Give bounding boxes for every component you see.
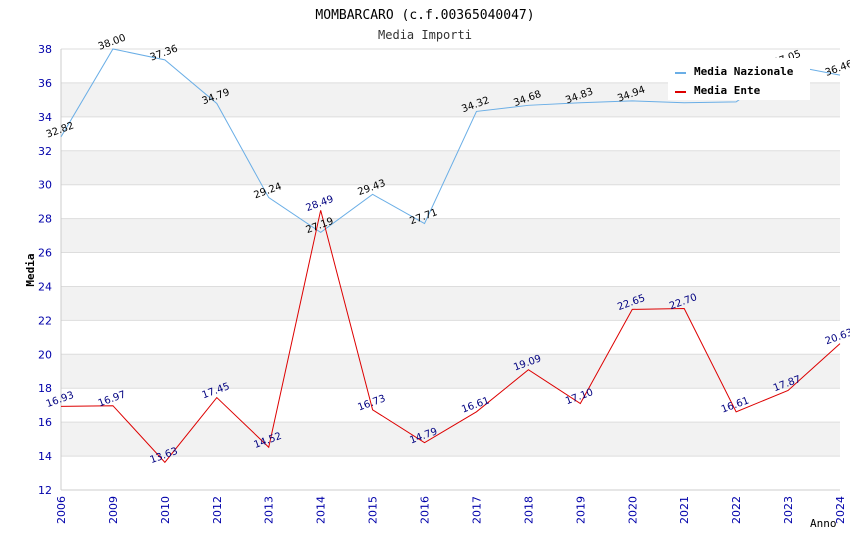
x-tick-label: 2012 (211, 496, 224, 524)
legend: Media Nazionale Media Ente (668, 58, 810, 100)
y-tick-labels: 12 14 16 18 20 22 24 26 28 30 32 34 36 38 (38, 43, 52, 497)
data-label-ente: 20.63 (824, 327, 850, 347)
x-tick-label: 2006 (55, 496, 68, 524)
y-tick-label: 38 (38, 43, 52, 56)
chart-title: MOMBARCARO (c.f.00365040047) (315, 8, 534, 23)
y-tick-label: 32 (38, 145, 52, 158)
y-tick-label: 36 (38, 77, 52, 90)
data-label-ente: 17.10 (564, 387, 595, 407)
y-tick-label: 14 (38, 450, 52, 463)
x-tick-label: 2010 (159, 496, 172, 524)
series-line-ente (60, 210, 841, 464)
y-tick-label: 28 (38, 213, 52, 226)
grid-band (61, 218, 840, 253)
x-tick-label: 2019 (574, 496, 587, 524)
x-tick-label: 2016 (419, 496, 432, 524)
x-tick-label: 2015 (367, 496, 380, 524)
y-tick-label: 18 (38, 382, 52, 395)
x-tick-label: 2017 (470, 496, 483, 524)
y-tick-label: 26 (38, 247, 52, 260)
legend-label-ente: Media Ente (694, 84, 761, 97)
series-line-nazionale (60, 48, 841, 233)
x-tick-label: 2021 (678, 496, 691, 524)
x-tick-label: 2022 (730, 496, 743, 524)
axes (60, 49, 840, 491)
data-label-ente: 16.97 (97, 389, 128, 409)
x-tick-labels: 2006 2009 2010 2012 2013 2014 2015 2016 2017 2018… (55, 496, 847, 524)
x-tick-label: 2009 (107, 496, 120, 524)
y-tick-label: 12 (38, 484, 52, 497)
y-axis-label: Media (24, 253, 37, 286)
data-label-ente: 16.73 (356, 393, 387, 413)
grid-bands (61, 82, 840, 457)
data-label-ente: 16.61 (720, 395, 751, 415)
x-tick-label: 2018 (522, 496, 535, 524)
data-label-ente: 28.49 (304, 194, 335, 214)
y-tick-label: 24 (38, 280, 52, 293)
y-tick-label: 20 (38, 348, 52, 361)
series-lines (60, 48, 841, 464)
data-label-nazionale: 37.36 (149, 43, 180, 63)
x-tick-label: 2020 (626, 496, 639, 524)
x-tick-label: 2014 (315, 496, 328, 524)
x-tick-label: 2023 (782, 496, 795, 524)
legend-label-nazionale: Media Nazionale (694, 65, 794, 78)
legend-box (668, 58, 810, 100)
chart-subtitle: Media Importi (378, 28, 472, 42)
y-tick-label: 16 (38, 416, 52, 429)
y-tick-label: 22 (38, 314, 52, 327)
grid-band (61, 354, 840, 389)
x-axis-label: Anno (810, 517, 837, 530)
x-tick-label: 2013 (263, 496, 276, 524)
x-tick-label: 2024 (834, 496, 847, 524)
data-label-nazionale: 36.46 (824, 59, 850, 79)
grid-band (61, 286, 840, 321)
y-tick-label: 30 (38, 179, 52, 192)
y-tick-label: 34 (38, 111, 52, 124)
